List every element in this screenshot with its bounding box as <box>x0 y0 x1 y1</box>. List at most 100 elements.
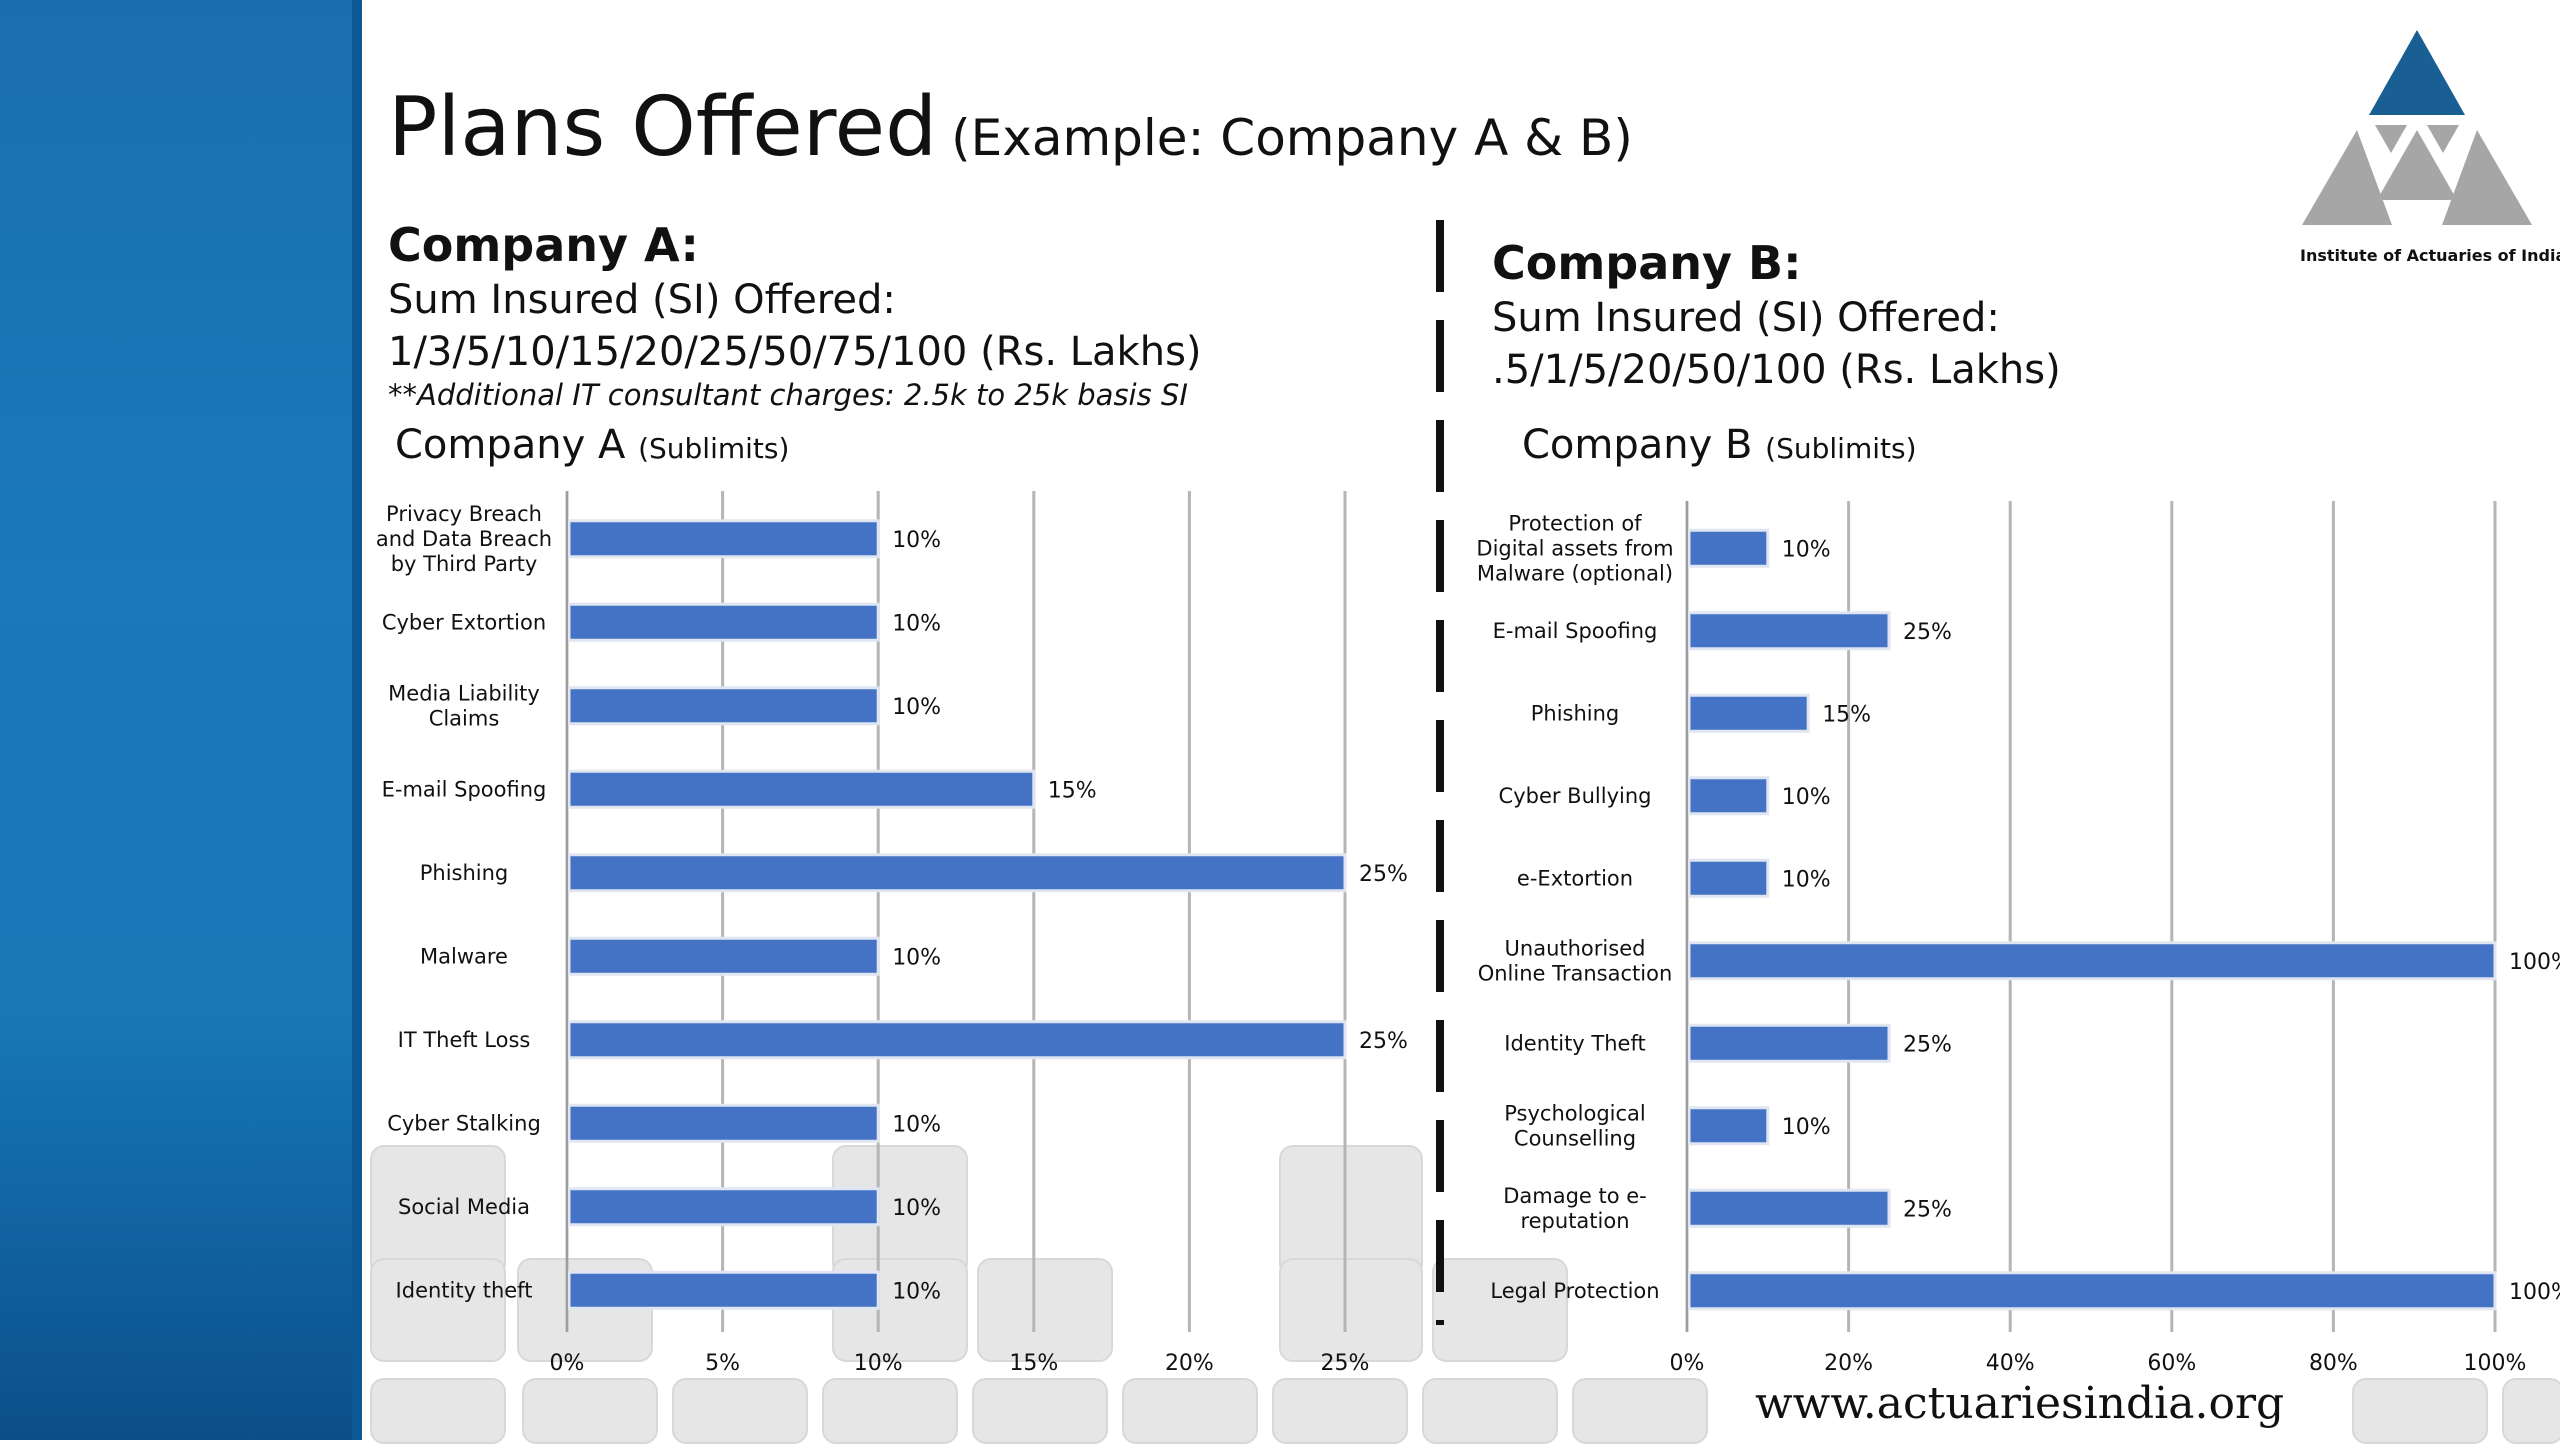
company-b-category-label-line: Protection of <box>1508 511 1642 535</box>
company-b-category-label-line: Damage to e- <box>1503 1184 1647 1208</box>
title-sub: (Example: Company A & B) <box>951 109 1633 167</box>
company-b-category-label: Psychological Counselling <box>1504 1101 1645 1150</box>
background-key <box>672 1378 808 1444</box>
actuaries-logo <box>2302 30 2532 225</box>
background-key <box>370 1145 506 1277</box>
company-b-data-label: 25% <box>1903 1197 1952 1222</box>
logo-left-triangle <box>2302 130 2392 225</box>
background-key <box>1279 1258 1423 1362</box>
company-b-category-label-line: Legal Protection <box>1490 1279 1659 1303</box>
company-a-bar-chart: 0% 5% 10% 15% 20% 25% Privacy Breach and Data B… <box>376 491 1408 1376</box>
company-b-bar <box>1687 1023 1891 1063</box>
company-a-category-label-line: Privacy Breach <box>386 502 542 526</box>
company-b-category-label-line: Unauthorised <box>1505 936 1646 960</box>
company-a-category-label: Cyber Extortion <box>382 610 546 634</box>
company-a-category-label-line: Social Media <box>398 1195 530 1219</box>
company-a-data-label: 10% <box>892 528 941 553</box>
company-b-tick-label: 20% <box>1824 1351 1873 1376</box>
company-a-bar <box>567 519 880 559</box>
company-b-category-label: Phishing <box>1531 701 1620 725</box>
logo-inner-left <box>2375 125 2407 153</box>
background-key <box>2502 1378 2560 1444</box>
logo-inner-right <box>2427 125 2459 153</box>
background-key <box>1272 1378 1408 1444</box>
company-a-data-label: 25% <box>1359 862 1408 887</box>
company-b-bar <box>1687 858 1770 898</box>
company-a-bar <box>567 1020 1347 1060</box>
company-b-category-label: Damage to e-reputation <box>1503 1184 1647 1233</box>
company-a-chart-subtitle: (Sublimits) <box>638 432 790 465</box>
company-b-category-label: e-Extortion <box>1517 866 1633 890</box>
company-a-data-label: 10% <box>892 1112 941 1137</box>
company-b-bar <box>1687 1106 1770 1146</box>
company-a-category-label: Social Media <box>398 1195 530 1219</box>
company-a-bar <box>567 686 880 726</box>
company-b-category-label-line: E-mail Spoofing <box>1493 619 1658 643</box>
company-a-category-label: Identity theft <box>396 1278 533 1302</box>
company-a-category-label: Malware <box>420 944 508 968</box>
company-b-data-label: 10% <box>1782 537 1831 562</box>
company-b-bar <box>1687 776 1770 816</box>
company-b-category-label-line: Phishing <box>1531 701 1620 725</box>
company-a-tick-label: 5% <box>705 1351 740 1376</box>
logo-top-triangle <box>2369 30 2465 115</box>
company-a-category-label-line: by Third Party <box>391 552 538 576</box>
company-b-bar <box>1687 1271 2497 1311</box>
background-key <box>972 1378 1108 1444</box>
column-divider <box>1436 220 1444 1325</box>
logo-center-triangle <box>2377 130 2457 200</box>
company-a-tick-label: 0% <box>550 1351 585 1376</box>
company-a-category-label-line: IT Theft Loss <box>398 1028 531 1052</box>
company-a-data-label: 10% <box>892 695 941 720</box>
company-a-category-label-line: Phishing <box>420 861 509 885</box>
company-a-si-label: Sum Insured (SI) Offered: <box>388 277 896 323</box>
company-a-chart-title-text: Company A <box>395 422 626 468</box>
company-b-bar <box>1687 611 1891 651</box>
company-a-category-label-line: and Data Breach <box>376 527 552 551</box>
sidebar-panel <box>0 0 362 1440</box>
company-b-category-label: E-mail Spoofing <box>1493 619 1658 643</box>
background-key <box>1432 1258 1568 1362</box>
company-a-category-label-line: Media Liability <box>388 681 540 705</box>
company-b-category-label-line: Identity Theft <box>1504 1031 1645 1055</box>
company-a-bar <box>567 769 1036 809</box>
company-b-category-label-line: Psychological <box>1504 1101 1645 1125</box>
company-a-note: **Additional IT consultant charges: 2.5k… <box>388 378 1188 412</box>
company-a-data-label: 10% <box>892 611 941 636</box>
background-key <box>977 1258 1113 1362</box>
company-a-bar <box>567 1187 880 1227</box>
company-b-tick-label: 40% <box>1986 1351 2035 1376</box>
company-b-si-values: .5/1/5/20/50/100 (Rs. Lakhs) <box>1492 347 2061 393</box>
company-b-chart-subtitle: (Sublimits) <box>1765 432 1917 465</box>
logo-right-triangle <box>2442 130 2532 225</box>
company-a-category-label: Cyber Stalking <box>387 1111 541 1135</box>
company-a-category-label-line: Claims <box>429 706 500 730</box>
company-b-chart-title-text: Company B <box>1522 422 1753 468</box>
company-b-category-label: Unauthorised Online Transaction <box>1478 936 1673 985</box>
company-b-data-label: 10% <box>1782 1115 1831 1140</box>
company-b-tick-label: 0% <box>1670 1351 1705 1376</box>
company-a-heading: Company A: <box>388 218 699 272</box>
background-key <box>1422 1378 1558 1444</box>
company-a-bar <box>567 1103 880 1143</box>
company-a-tick-label: 15% <box>1009 1351 1058 1376</box>
company-b-bar <box>1687 693 1810 733</box>
company-b-heading: Company B: <box>1492 236 1802 290</box>
company-b-bar <box>1687 528 1770 568</box>
background-key <box>1122 1378 1258 1444</box>
company-a-category-label: IT Theft Loss <box>398 1028 531 1052</box>
company-a-chart-title: Company A (Sublimits) <box>395 422 789 468</box>
company-b-bar <box>1687 1188 1891 1228</box>
title-main: Plans Offered <box>388 80 938 175</box>
company-a-bar <box>567 1270 880 1310</box>
slide: Plans Offered (Example: Company A & B) Co… <box>362 0 2560 1444</box>
company-b-info: Company B: Sum Insured (SI) Offered: .5/… <box>1492 236 2061 396</box>
company-a-tick-label: 25% <box>1321 1351 1370 1376</box>
company-a-category-label-line: Malware <box>420 944 508 968</box>
company-b-data-label: 100% <box>2509 950 2560 975</box>
background-key <box>822 1378 958 1444</box>
company-a-category-label-line: Cyber Stalking <box>387 1111 541 1135</box>
company-b-category-label-line: e-Extortion <box>1517 866 1633 890</box>
background-key <box>2352 1378 2488 1444</box>
company-b-category-label-line: Online Transaction <box>1478 961 1673 985</box>
